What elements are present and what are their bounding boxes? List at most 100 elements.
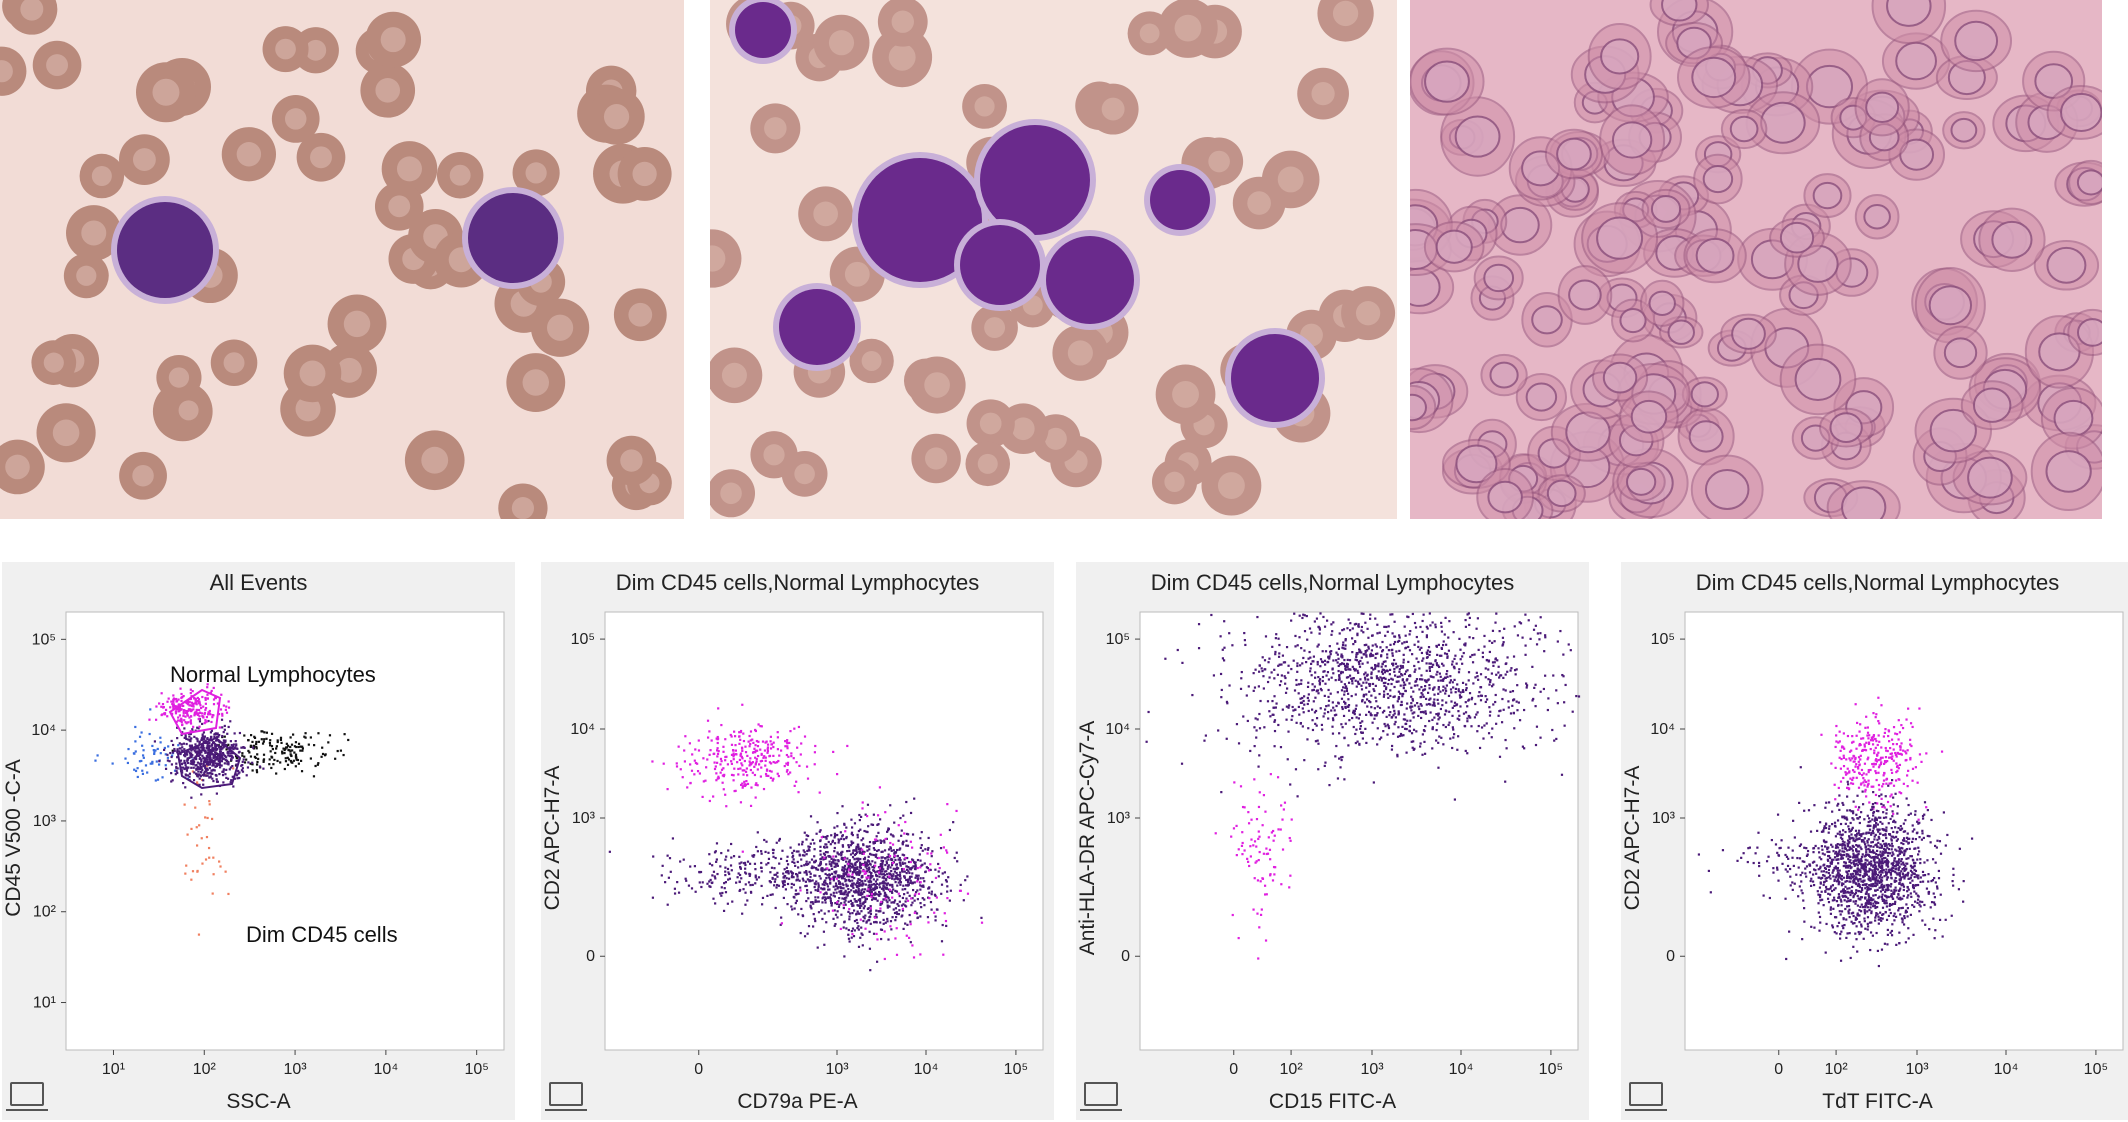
event-point-dim-cd45	[754, 868, 757, 871]
event-point-normal-lymphocytes	[1250, 818, 1253, 821]
zoom-frame-icon[interactable]	[6, 1082, 48, 1111]
event-point-dim-cd45	[1336, 691, 1339, 694]
event-point-dim-cd45	[1372, 668, 1375, 671]
event-point-dim-cd45	[868, 870, 871, 874]
event-point-dim-cd45	[836, 874, 840, 877]
event-point-dim-cd45	[1325, 619, 1329, 622]
event-point-dim-cd45	[879, 841, 883, 844]
event-point-dim-cd45	[1323, 659, 1327, 662]
event-point-other	[251, 763, 254, 766]
event-point-dim-cd45	[813, 855, 816, 858]
event-point-dim-cd45	[826, 851, 829, 854]
event-point-normal-lymphocytes	[227, 700, 230, 703]
event-point-dim-cd45	[1307, 693, 1310, 696]
event-point-dim-cd45	[1290, 718, 1293, 721]
event-point-dim-cd45	[158, 760, 161, 763]
event-point-dim-cd45	[1257, 765, 1260, 768]
event-point-dim-cd45	[1446, 656, 1449, 659]
event-point-dim-cd45	[1472, 682, 1475, 685]
event-point-normal-lymphocytes	[877, 871, 881, 874]
event-point-dim-cd45	[1426, 679, 1429, 682]
event-point-dim-cd45	[885, 873, 889, 876]
event-point-dim-cd45	[804, 863, 808, 866]
event-point-dim-cd45	[887, 888, 891, 891]
event-point-dim-cd45	[841, 892, 844, 896]
event-point-dim-cd45	[919, 902, 922, 905]
event-point-normal-lymphocytes	[217, 712, 221, 716]
event-point-normal-lymphocytes	[199, 704, 202, 707]
cell-nucleus	[1690, 381, 1719, 408]
event-point-dim-cd45	[1320, 689, 1323, 692]
event-point-normal-lymphocytes	[205, 715, 209, 719]
event-point-dim-cd45	[1298, 713, 1301, 716]
event-point-other	[243, 755, 246, 758]
event-point-normal-lymphocytes	[755, 760, 758, 763]
event-point-dim-cd45	[1424, 684, 1427, 688]
event-point-normal-lymphocytes	[200, 706, 203, 710]
event-point-dim-cd45	[1389, 613, 1392, 616]
event-point-dim-cd45	[1375, 713, 1378, 717]
event-point-dim-cd45	[869, 888, 872, 892]
event-point-dim-cd45	[869, 885, 873, 888]
event-point-normal-lymphocytes	[786, 747, 789, 750]
event-point-dim-cd45	[192, 766, 195, 769]
event-point-dim-cd45	[671, 837, 675, 840]
event-point-dim-cd45	[847, 879, 850, 882]
event-point-other	[229, 759, 233, 762]
event-point-dim-cd45	[896, 854, 899, 858]
event-point-dim-cd45	[798, 853, 801, 856]
event-point-dim-cd45	[1441, 704, 1444, 707]
event-point-dim-cd45	[202, 756, 205, 759]
event-point-dim-cd45	[242, 758, 245, 761]
event-point-dim-cd45	[1577, 695, 1581, 698]
event-point-dim-cd45	[1331, 630, 1334, 633]
event-point-dim-cd45	[907, 878, 910, 881]
event-point-dim-cd45	[1295, 678, 1298, 682]
event-point-dim-cd45	[885, 860, 888, 863]
event-point-dim-cd45	[708, 862, 712, 865]
event-point-other	[262, 759, 265, 762]
event-point-dim-cd45	[770, 866, 774, 869]
event-point-dim-cd45	[778, 837, 781, 841]
event-point-dim-cd45	[858, 904, 862, 907]
event-point-dim-cd45	[850, 842, 853, 845]
event-point-dim-cd45	[905, 897, 908, 900]
event-point-dim-cd45	[1274, 706, 1277, 709]
event-point-dim-cd45	[1318, 681, 1322, 685]
event-point-dim-cd45	[1363, 701, 1367, 704]
event-point-dim-cd45	[1447, 649, 1451, 652]
event-point-normal-lymphocytes	[184, 721, 187, 724]
event-point-dim-cd45	[237, 751, 241, 754]
event-point-dim-cd45	[926, 848, 930, 851]
event-point-normal-lymphocytes	[1282, 808, 1285, 811]
event-point-blue	[149, 708, 152, 711]
event-point-dim-cd45	[744, 883, 747, 886]
event-point-dim-cd45	[1408, 729, 1411, 732]
event-point-dim-cd45	[1361, 737, 1364, 740]
event-point-dim-cd45	[1273, 720, 1276, 723]
event-point-other	[284, 747, 287, 751]
event-point-dim-cd45	[1343, 683, 1347, 686]
event-point-dim-cd45	[846, 893, 849, 896]
event-point-normal-lymphocytes	[702, 757, 705, 760]
event-point-dim-cd45	[1495, 612, 1498, 615]
event-point-dim-cd45	[1443, 633, 1446, 636]
zoom-frame-icon[interactable]	[545, 1082, 587, 1111]
event-point-dim-cd45	[1363, 643, 1366, 647]
event-point-dim-cd45	[845, 826, 848, 829]
event-point-dim-cd45	[862, 919, 865, 923]
red-blood-cell-pallor	[310, 146, 332, 169]
event-point-normal-lymphocytes	[163, 712, 167, 715]
event-point-dim-cd45	[1474, 702, 1477, 706]
event-point-other	[281, 750, 284, 753]
event-point-blue	[124, 757, 127, 760]
event-point-dim-cd45	[838, 882, 841, 885]
event-point-dim-cd45	[1344, 644, 1347, 647]
event-point-dim-cd45	[1254, 717, 1257, 720]
event-point-dim-cd45	[845, 927, 848, 930]
event-point-dim-cd45	[719, 865, 722, 868]
event-point-dim-cd45	[1315, 617, 1319, 620]
event-point-dim-cd45	[797, 913, 800, 916]
event-point-normal-lymphocytes	[706, 719, 710, 722]
event-point-dim-cd45	[1498, 676, 1501, 679]
